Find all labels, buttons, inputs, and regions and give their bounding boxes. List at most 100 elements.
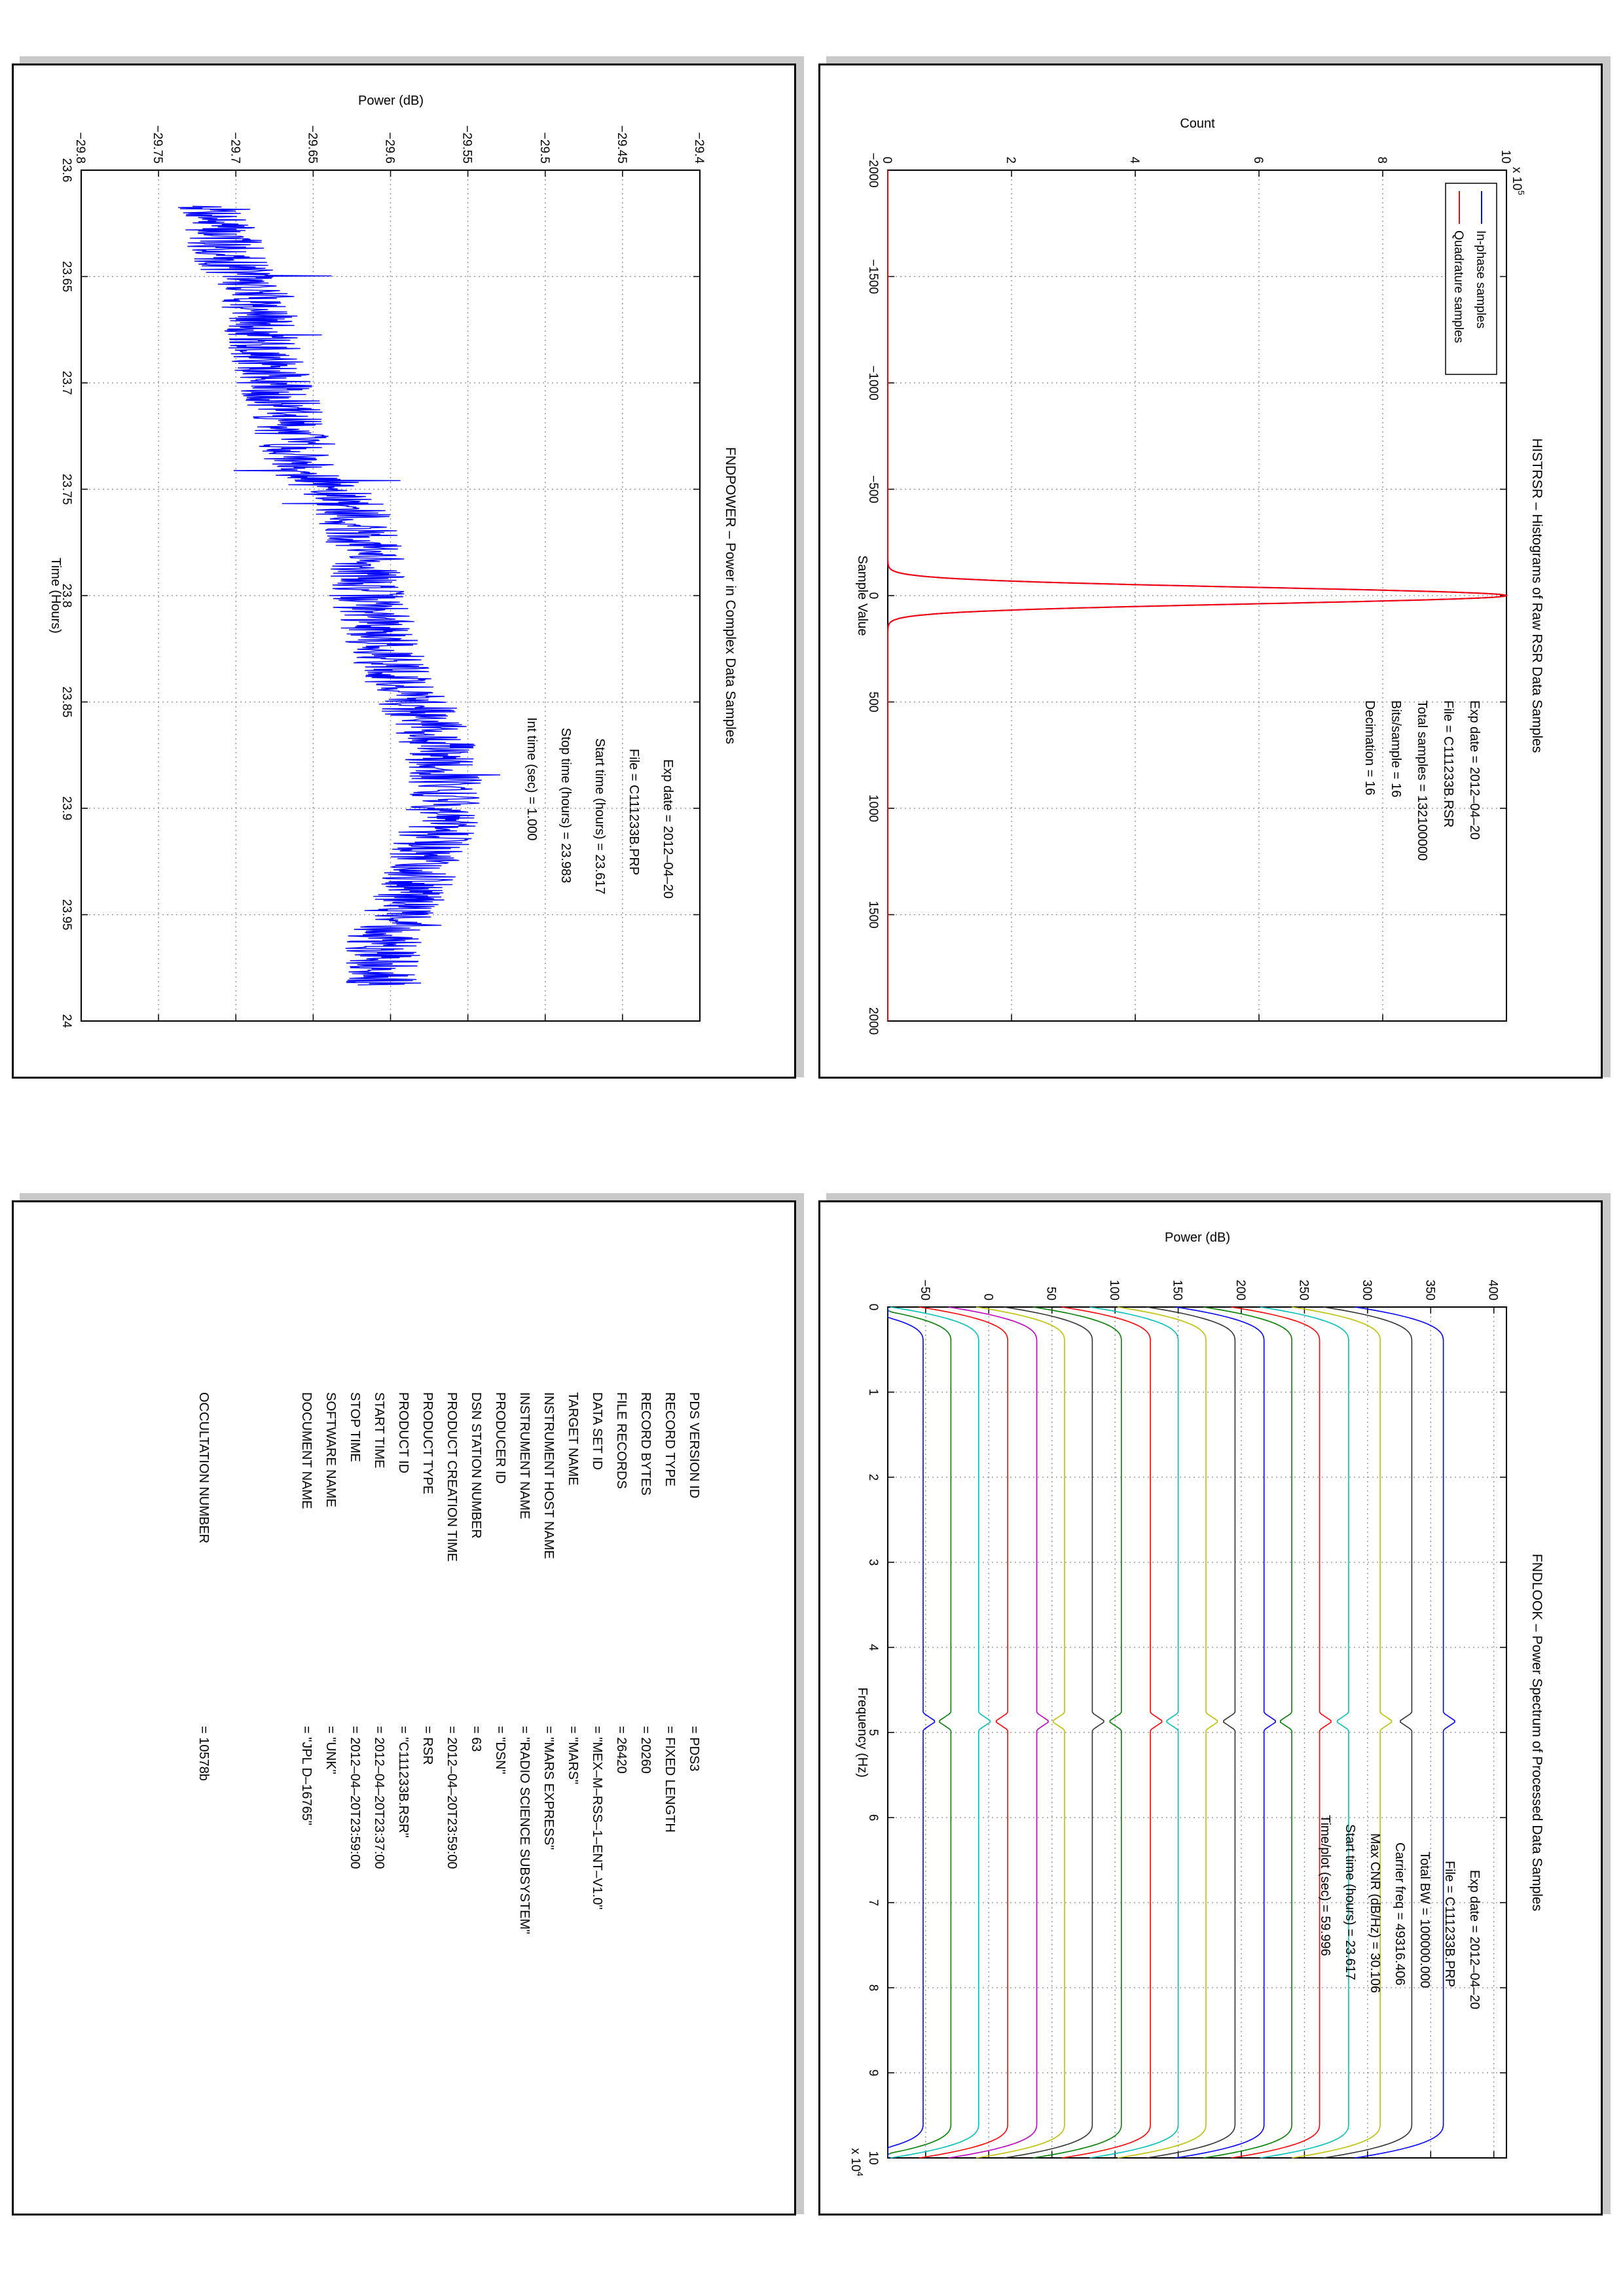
fndlook-series-7 bbox=[1146, 1306, 1236, 2159]
histrsr-ytick-label: 0 bbox=[880, 156, 894, 164]
fndpower-chart: 23.6 23.65 23.7 23.75 23.8 23.85 23.9 23.95 24 −2… bbox=[48, 94, 738, 1028]
label-key: SOFTWARE NAME bbox=[323, 1392, 338, 1507]
fndpower-ytick-label: −29.4 bbox=[692, 132, 706, 164]
histrsr-annotation: Exp date = 2012–04–20 bbox=[1467, 700, 1482, 840]
histrsr-annotation: Decimation = 16 bbox=[1362, 700, 1377, 795]
fndlook-series-18 bbox=[887, 1307, 936, 2158]
label-key: RECORD TYPE bbox=[663, 1392, 677, 1486]
histrsr-xlabel: Sample Value bbox=[855, 555, 869, 636]
label-value: = PDS3 bbox=[687, 1726, 701, 1771]
histrsr-annotation: Total samples = 132100000 bbox=[1415, 700, 1429, 861]
fndlook-ytick-label: 50 bbox=[1044, 1287, 1058, 1300]
fndlook-ytick-label: 100 bbox=[1107, 1280, 1121, 1300]
label-value: = 2012–04–20T23:59:00 bbox=[445, 1726, 459, 1869]
fndlook-series-12 bbox=[1004, 1306, 1104, 2159]
histrsr-title: HISTRSR – Histograms of Raw RSR Data Sam… bbox=[1529, 439, 1544, 753]
occultation-key: OCCULTATION NUMBER bbox=[196, 1392, 211, 1543]
label-key: INSTRUMENT HOST NAME bbox=[541, 1392, 556, 1559]
histrsr-ylabel: Count bbox=[1180, 117, 1215, 131]
fndlook-series-9 bbox=[1089, 1306, 1179, 2159]
fndpower-ytick-label: −29.7 bbox=[228, 132, 242, 164]
fndpower-xtick-label: 24 bbox=[60, 1014, 73, 1028]
label-key: TARGET NAME bbox=[566, 1392, 580, 1486]
fndlook-ytick-label: 250 bbox=[1296, 1280, 1310, 1300]
fndlook-xtick-label: 6 bbox=[866, 1814, 880, 1821]
fndpower-xtick-label: 23.8 bbox=[60, 584, 73, 608]
label-key: DOCUMENT NAME bbox=[299, 1392, 314, 1509]
histrsr-xtick-label: 1500 bbox=[866, 901, 880, 928]
label-table: PDS VERSION ID = PDS3 RECORD TYPE = FIXED L… bbox=[196, 1392, 701, 1934]
label-value: = FIXED LENGTH bbox=[663, 1726, 677, 1833]
fndlook-title: FNDLOOK – Power Spectrum of Processed Da… bbox=[1529, 1554, 1544, 1911]
label-value: = "MARS EXPRESS" bbox=[541, 1726, 556, 1850]
legend-label-inphase: In-phase samples bbox=[1474, 230, 1487, 329]
label-value: = 2012–04–20T23:37:00 bbox=[372, 1726, 386, 1869]
fndpower-annotation: Int time (sec) = 1.000 bbox=[524, 717, 539, 840]
fndlook-ytick-label: 0 bbox=[981, 1293, 994, 1300]
occultation-row: OCCULTATION NUMBER = 10578b bbox=[196, 1392, 211, 1781]
fndpower-grid bbox=[81, 170, 700, 1021]
histrsr-xtick-label: 500 bbox=[866, 692, 880, 713]
fndpower-ytick-label: −29.5 bbox=[538, 132, 551, 164]
label-value: = "MEX–M–RSS–1–ENT–V1.0" bbox=[590, 1726, 604, 1909]
label-key: INSTRUMENT NAME bbox=[517, 1392, 532, 1519]
label-value: = "UNK" bbox=[323, 1726, 338, 1774]
histrsr-xtick-label: −2000 bbox=[866, 152, 880, 187]
fndlook-xtick-label: 1 bbox=[866, 1389, 880, 1396]
label-table-panel: PDS VERSION ID = PDS3 RECORD TYPE = FIXED L… bbox=[12, 1200, 796, 2215]
fndlook-annotation: File = C111233B.PRP bbox=[1442, 1861, 1457, 1987]
histrsr-legend: In-phase samples Quadrature samples bbox=[1445, 183, 1497, 375]
fndpower-ytick-label: −29.75 bbox=[151, 125, 164, 164]
fndpower-xtick-label: 23.95 bbox=[60, 899, 73, 931]
fndlook-series-2 bbox=[1291, 1306, 1393, 2159]
fndlook-series-17 bbox=[887, 1307, 952, 2158]
fndlook-series-11 bbox=[1032, 1306, 1122, 2159]
fndpower-xtick-label: 23.65 bbox=[60, 261, 73, 293]
histrsr-chart: −2000 −1500 −1000 −500 0 500 1000 1500 2000 0 2 4 6 8… bbox=[855, 117, 1544, 1035]
fndlook-series-6 bbox=[1175, 1306, 1276, 2159]
fndlook-ytick-label: 150 bbox=[1171, 1280, 1184, 1300]
fndpower-ytick-label: −29.55 bbox=[460, 125, 474, 164]
fndpower-title: FNDPOWER – Power in Complex Data Samples bbox=[723, 447, 738, 744]
label-value: = "RADIO SCIENCE SUBSYSTEM" bbox=[517, 1726, 532, 1934]
histrsr-ytick-label: 4 bbox=[1127, 156, 1141, 164]
histrsr-grid bbox=[888, 170, 1506, 1021]
fndlook-ytick-label: 350 bbox=[1423, 1280, 1436, 1300]
legend-label-quadrature: Quadrature samples bbox=[1451, 230, 1465, 343]
label-key: PRODUCT CREATION TIME bbox=[445, 1392, 459, 1562]
fndlook-ytick-label: 400 bbox=[1486, 1280, 1500, 1300]
fndlook-grid bbox=[888, 1307, 1506, 2158]
fndlook-series-15 bbox=[919, 1306, 1008, 2159]
fndlook-xtick-label: 9 bbox=[866, 2070, 880, 2077]
fndpower-annotations: Exp date = 2012–04–20 File = C111233B.PRP… bbox=[524, 717, 675, 899]
fndpower-annotation: Start time (hours) = 23.617 bbox=[593, 738, 607, 894]
fndlook-annotation: Total BW = 100000.000 bbox=[1417, 1852, 1432, 1988]
fndpower-series-0 bbox=[178, 206, 501, 986]
fndlook-series-4 bbox=[1231, 1306, 1332, 2159]
label-value: = "JPL D–16765" bbox=[299, 1726, 314, 1825]
label-key: START TIME bbox=[372, 1392, 386, 1468]
fndlook-xlabel: Frequency (Hz) bbox=[855, 1687, 869, 1778]
histrsr-panel: −2000 −1500 −1000 −500 0 500 1000 1500 2000 0 2 4 6 8… bbox=[818, 63, 1603, 1079]
fndlook-series-10 bbox=[1061, 1306, 1163, 2159]
label-key: PRODUCT TYPE bbox=[420, 1392, 435, 1494]
histrsr-ytick-label: 6 bbox=[1251, 156, 1265, 164]
fndpower-xtick-label: 23.6 bbox=[60, 158, 73, 183]
histrsr-ytick-label: 8 bbox=[1375, 156, 1389, 164]
fndlook-x-multiplier: x 104 bbox=[848, 2148, 865, 2176]
fndlook-xtick-label: 3 bbox=[866, 1559, 880, 1566]
histrsr-xtick-label: 1000 bbox=[866, 795, 880, 822]
label-value: = "MARS" bbox=[566, 1726, 580, 1784]
fndpower-annotation: Exp date = 2012–04–20 bbox=[661, 759, 675, 899]
fndlook-annotation: Time/plot (sec) = 59.996 bbox=[1318, 1815, 1332, 1956]
label-value: = "C111233B.RSR" bbox=[396, 1726, 410, 1838]
label-value: = 20260 bbox=[638, 1726, 653, 1774]
label-key: RECORD BYTES bbox=[638, 1392, 653, 1496]
fndlook-xtick-label: 8 bbox=[866, 1984, 880, 1992]
fndpower-xlabel: Time (Hours) bbox=[48, 558, 63, 634]
fndlook-series-16 bbox=[890, 1306, 991, 2159]
label-value: = 26420 bbox=[614, 1726, 629, 1774]
fndlook-ytick-label: 300 bbox=[1360, 1280, 1374, 1300]
fndlook-series-8 bbox=[1117, 1306, 1218, 2159]
